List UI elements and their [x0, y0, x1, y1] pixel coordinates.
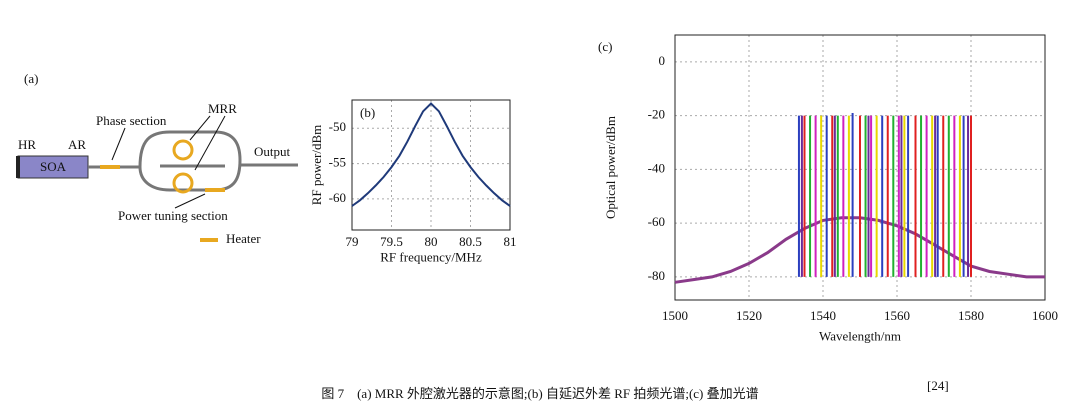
mrr-label: MRR	[208, 101, 237, 116]
x-tick-label: 80.5	[459, 234, 482, 249]
arrow	[194, 115, 226, 171]
data-line	[351, 102, 511, 207]
x-tick-label: 1600	[1032, 308, 1058, 323]
y-axis-label: Optical power/dBm	[603, 116, 618, 219]
y-tick-label: 0	[659, 53, 666, 68]
x-tick-label: 1540	[810, 308, 836, 323]
plot-frame	[351, 99, 511, 231]
ar-label: AR	[68, 137, 86, 152]
arrow	[174, 193, 206, 209]
y-tick-label: -80	[648, 268, 665, 283]
x-tick-label: 1520	[736, 308, 762, 323]
y-tick-label: -50	[329, 119, 346, 134]
y-tick-label: -60	[648, 214, 665, 229]
ring	[172, 139, 194, 161]
soa-label: SOA	[40, 159, 67, 174]
x-tick-label: 1560	[884, 308, 910, 323]
y-axis-label: RF power/dBm	[309, 125, 324, 206]
x-tick-label: 1500	[662, 308, 688, 323]
y-tick-label: -40	[648, 160, 665, 175]
panel-a: (a) HR AR SOA Phase section MRR Output P…	[16, 71, 298, 246]
phase-label: Phase section	[96, 113, 167, 128]
plot-frame	[674, 34, 1046, 301]
ring	[172, 172, 194, 194]
loop	[138, 130, 242, 192]
x-tick-label: 1580	[958, 308, 984, 323]
x-tick-label: 79	[346, 234, 359, 249]
heater-label: Heater	[226, 231, 261, 246]
panel-label: (c)	[598, 39, 612, 54]
output-label: Output	[254, 144, 291, 159]
x-axis-label: Wavelength/nm	[819, 328, 901, 343]
y-tick-label: -60	[329, 190, 346, 205]
caption-ref: [24]	[927, 378, 949, 393]
y-tick-label: -55	[329, 155, 346, 170]
y-tick-label: -20	[648, 107, 665, 122]
hr-label: HR	[18, 137, 36, 152]
power-tuning-label: Power tuning section	[118, 208, 228, 223]
soa-end	[16, 156, 20, 178]
caption: 图 7 (a) MRR 外腔激光器的示意图;(b) 自延迟外差 RF 拍频光谱;…	[321, 386, 758, 401]
panel-label: (b)	[360, 105, 375, 120]
x-axis-label: RF frequency/MHz	[380, 250, 482, 265]
x-tick-label: 80	[425, 234, 438, 249]
x-tick-label: 79.5	[380, 234, 403, 249]
panel-label: (a)	[24, 71, 38, 86]
arrow	[111, 127, 126, 161]
x-tick-label: 81	[504, 234, 517, 249]
arrow	[189, 115, 211, 141]
